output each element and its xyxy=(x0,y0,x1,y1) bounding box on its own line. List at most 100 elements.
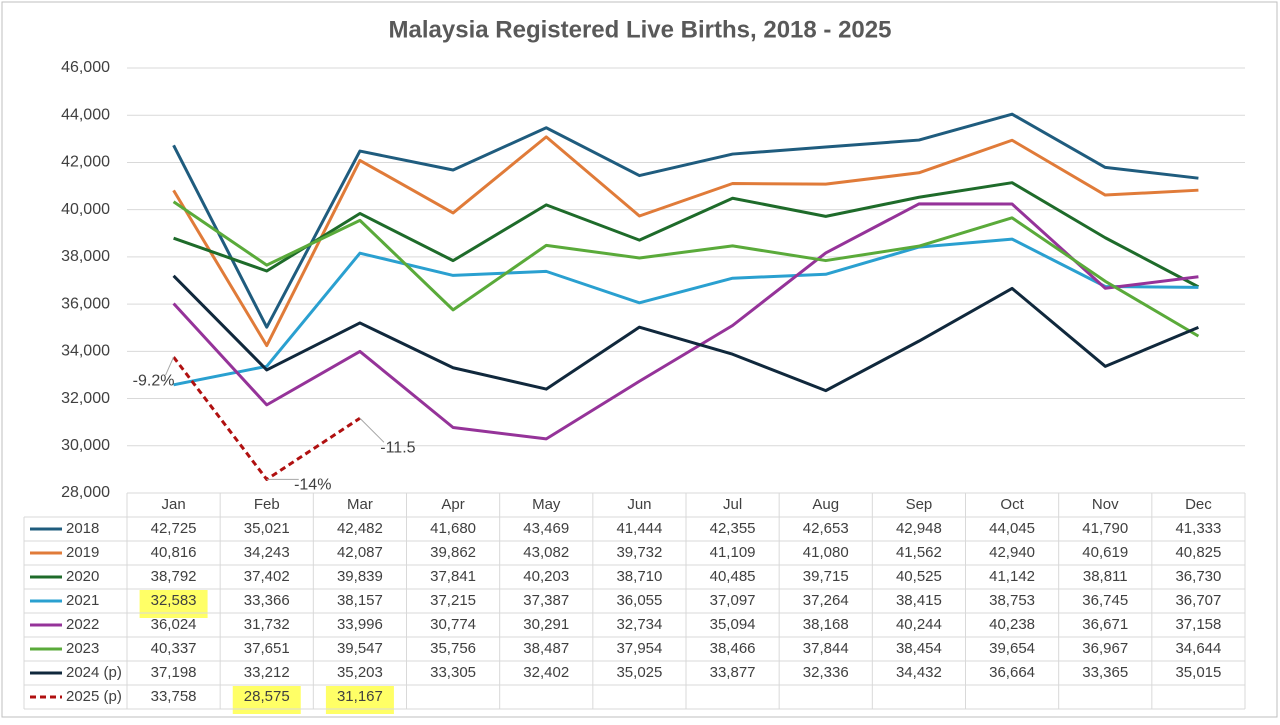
table-value: 34,243 xyxy=(244,544,290,561)
y-tick-label: 38,000 xyxy=(61,248,110,265)
legend-label: 2018 xyxy=(66,520,99,537)
table-value: 38,792 xyxy=(151,568,197,585)
table-value: 37,954 xyxy=(616,640,662,657)
table-value: 33,758 xyxy=(151,688,197,705)
table-value: 37,387 xyxy=(523,592,569,609)
table-value: 41,680 xyxy=(430,520,476,537)
table-value: 36,730 xyxy=(1175,568,1221,585)
table-value: 32,336 xyxy=(803,664,849,681)
table-value: 32,402 xyxy=(523,664,569,681)
table-value: 37,264 xyxy=(803,592,849,609)
y-tick-label: 28,000 xyxy=(61,484,110,501)
table-value: 37,215 xyxy=(430,592,476,609)
table-value: 34,644 xyxy=(1175,640,1221,657)
table-value: 32,583 xyxy=(151,592,197,609)
table-value: 42,482 xyxy=(337,520,383,537)
series-line xyxy=(172,135,1199,348)
table-value: 39,862 xyxy=(430,544,476,561)
legend-label: 2023 xyxy=(66,640,99,657)
table-value: 41,444 xyxy=(616,520,662,537)
y-tick-label: 42,000 xyxy=(61,154,110,171)
table-value: 36,745 xyxy=(1082,592,1128,609)
table-value: 33,366 xyxy=(244,592,290,609)
table-value: 41,142 xyxy=(989,568,1035,585)
table-value: 42,948 xyxy=(896,520,942,537)
x-tick-label: Apr xyxy=(441,496,464,513)
y-tick-label: 36,000 xyxy=(61,295,110,312)
x-tick-label: Feb xyxy=(254,496,280,513)
table-value: 33,305 xyxy=(430,664,476,681)
x-tick-label: Jun xyxy=(627,496,651,513)
table-value: 35,756 xyxy=(430,640,476,657)
x-tick-label: Jan xyxy=(161,496,185,513)
legend-label: 2024 (p) xyxy=(66,664,122,681)
y-tick-label: 44,000 xyxy=(61,106,110,123)
y-tick-label: 32,000 xyxy=(61,390,110,407)
table-value: 39,732 xyxy=(616,544,662,561)
table-value: 40,825 xyxy=(1175,544,1221,561)
table-value: 33,996 xyxy=(337,616,383,633)
table-value: 38,466 xyxy=(710,640,756,657)
series-line xyxy=(172,202,1199,441)
x-tick-label: Mar xyxy=(347,496,373,513)
annotation-leader xyxy=(359,417,385,443)
y-tick-label: 40,000 xyxy=(61,201,110,218)
table-value: 30,774 xyxy=(430,616,476,633)
table-value: 40,816 xyxy=(151,544,197,561)
annotation: -11.5 xyxy=(380,439,415,456)
table-value: 39,839 xyxy=(337,568,383,585)
legend-label: 2025 (p) xyxy=(66,688,122,705)
table-value: 39,654 xyxy=(989,640,1035,657)
annotation: -9.2% xyxy=(133,372,175,389)
table-value: 37,402 xyxy=(244,568,290,585)
table-value: 40,203 xyxy=(523,568,569,585)
table-value: 36,967 xyxy=(1082,640,1128,657)
x-tick-label: Dec xyxy=(1185,496,1212,513)
table-value: 33,877 xyxy=(710,664,756,681)
chart-title: Malaysia Registered Live Births, 2018 - … xyxy=(389,16,892,43)
table-value: 40,337 xyxy=(151,640,197,657)
legend-label: 2021 xyxy=(66,592,99,609)
table-value: 40,485 xyxy=(710,568,756,585)
table-value: 38,811 xyxy=(1083,568,1128,585)
x-tick-label: May xyxy=(532,496,561,513)
table-value: 37,651 xyxy=(244,640,290,657)
table-value: 38,710 xyxy=(616,568,662,585)
table-value: 38,454 xyxy=(896,640,942,657)
table-value: 28,575 xyxy=(244,688,290,705)
table-value: 43,082 xyxy=(523,544,569,561)
series-line xyxy=(172,112,1199,329)
table-value: 42,355 xyxy=(710,520,756,537)
table-value: 32,734 xyxy=(616,616,662,633)
table-value: 37,158 xyxy=(1175,616,1221,633)
x-tick-label: Aug xyxy=(812,496,839,513)
legend-label: 2019 xyxy=(66,544,99,561)
table-value: 36,664 xyxy=(989,664,1035,681)
table-value: 42,087 xyxy=(337,544,383,561)
x-tick-label: Oct xyxy=(1000,496,1024,513)
table-value: 38,415 xyxy=(896,592,942,609)
table-value: 35,025 xyxy=(616,664,662,681)
table-value: 33,212 xyxy=(244,664,290,681)
y-tick-label: 46,000 xyxy=(61,59,110,76)
table-value: 41,333 xyxy=(1175,520,1221,537)
table-value: 40,238 xyxy=(989,616,1035,633)
series-line xyxy=(173,237,1199,387)
series-line xyxy=(173,181,1200,289)
table-value: 44,045 xyxy=(989,520,1035,537)
table-value: 37,844 xyxy=(803,640,849,657)
table-value: 42,940 xyxy=(989,544,1035,561)
table-value: 39,715 xyxy=(803,568,849,585)
table-value: 36,671 xyxy=(1082,616,1128,633)
table-value: 38,487 xyxy=(523,640,569,657)
table-value: 42,653 xyxy=(803,520,849,537)
table-value: 39,547 xyxy=(337,640,383,657)
table-value: 40,619 xyxy=(1082,544,1128,561)
table-value: 41,562 xyxy=(896,544,942,561)
table-value: 41,790 xyxy=(1082,520,1128,537)
table-value: 38,168 xyxy=(803,616,849,633)
table-value: 36,024 xyxy=(151,616,197,633)
table-value: 34,432 xyxy=(896,664,942,681)
